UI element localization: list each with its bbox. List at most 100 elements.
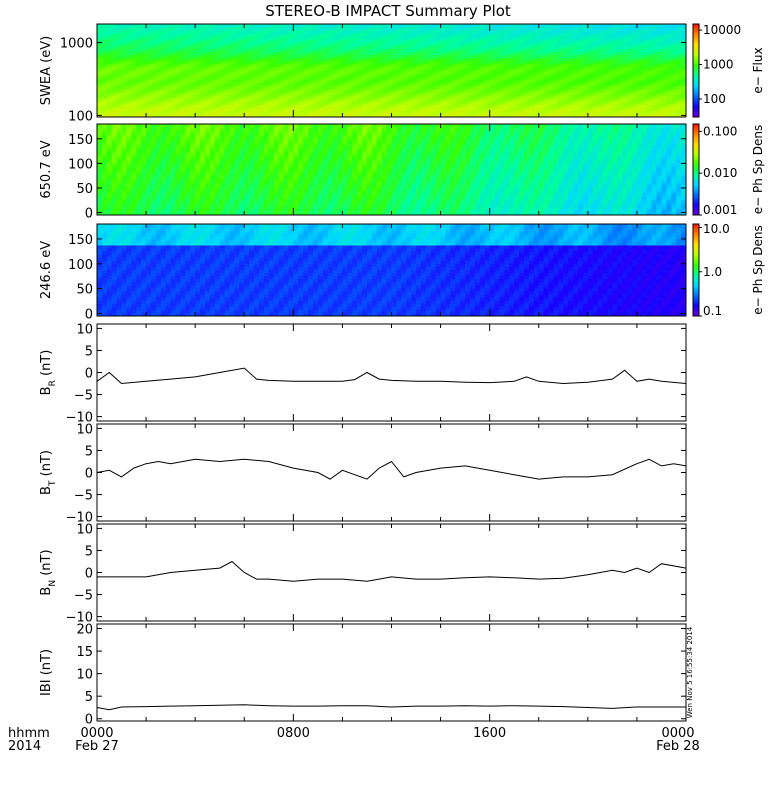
heatmap-cell xyxy=(293,176,298,179)
heatmap-cell xyxy=(455,43,460,47)
heatmap-cell xyxy=(200,52,205,56)
heatmap-cell xyxy=(553,46,558,50)
heatmap-cell xyxy=(558,33,563,37)
heatmap-cell xyxy=(156,86,161,90)
heatmap-cell xyxy=(234,74,239,78)
heatmap-cell xyxy=(288,179,293,182)
heatmap-cell xyxy=(146,89,151,93)
heatmap-cell xyxy=(126,86,131,90)
heatmap-cell xyxy=(583,46,588,50)
heatmap-cell xyxy=(612,30,617,34)
heatmap-cell xyxy=(499,105,504,109)
heatmap-cell xyxy=(225,49,230,53)
heatmap-cell xyxy=(333,30,338,34)
heatmap-cell xyxy=(372,83,377,87)
heatmap-cell xyxy=(465,74,470,78)
heatmap-cell xyxy=(578,24,583,28)
heatmap-cell xyxy=(298,206,303,209)
heatmap-cell xyxy=(190,200,195,203)
heatmap-cell xyxy=(97,157,102,160)
heatmap-cell xyxy=(180,139,185,142)
heatmap-cell xyxy=(274,49,279,53)
heatmap-cell xyxy=(578,83,583,87)
heatmap-cell xyxy=(220,58,225,62)
heatmap-cell xyxy=(612,102,617,106)
heatmap-cell xyxy=(460,80,465,84)
heatmap-cell xyxy=(308,170,313,173)
heatmap-cell xyxy=(671,46,676,50)
heatmap-cell xyxy=(102,95,107,99)
heatmap-cell xyxy=(117,203,122,206)
heatmap-cell xyxy=(666,61,671,64)
heatmap-cell xyxy=(239,173,244,176)
heatmap-cell xyxy=(367,89,372,93)
heatmap-cell xyxy=(298,77,303,81)
heatmap-cell xyxy=(274,160,279,163)
heatmap-cell xyxy=(166,58,171,62)
heatmap-cell xyxy=(279,133,284,136)
heatmap-cell xyxy=(288,139,293,142)
heatmap-cell xyxy=(544,71,549,75)
heatmap-cell xyxy=(445,102,450,106)
heatmap-cell xyxy=(338,80,343,84)
heatmap-cell xyxy=(264,89,269,93)
heatmap-cell xyxy=(185,209,190,212)
heatmap-cell xyxy=(249,61,254,64)
heatmap-cell xyxy=(234,95,239,99)
heatmap-cell xyxy=(499,49,504,53)
heatmap-cell xyxy=(210,71,215,75)
heatmap-cell xyxy=(607,55,612,59)
heatmap-cell xyxy=(303,197,308,200)
heatmap-cell xyxy=(230,185,235,188)
heatmap-cell xyxy=(254,55,259,59)
heatmap-cell xyxy=(239,185,244,188)
heatmap-cell xyxy=(524,46,529,50)
heatmap-cell xyxy=(411,64,416,68)
heatmap-cell xyxy=(244,151,249,154)
heatmap-cell xyxy=(382,49,387,53)
heatmap-cell xyxy=(362,102,367,106)
heatmap-cell xyxy=(298,148,303,151)
heatmap-cell xyxy=(298,102,303,106)
heatmap-cell xyxy=(122,83,127,87)
heatmap-cell xyxy=(607,74,612,78)
heatmap-cell xyxy=(549,86,554,90)
heatmap-cell xyxy=(411,55,416,59)
heatmap-cell xyxy=(112,127,117,130)
heatmap-cell xyxy=(254,203,259,206)
heatmap-cell xyxy=(279,148,284,151)
heatmap-cell xyxy=(387,71,392,75)
heatmap-cell xyxy=(666,27,671,31)
heatmap-cell xyxy=(627,52,632,56)
heatmap-cell xyxy=(313,52,318,56)
heatmap-cell xyxy=(328,61,333,64)
heatmap-cell xyxy=(514,49,519,53)
heatmap-cell xyxy=(308,86,313,90)
heatmap-cell xyxy=(97,200,102,203)
heatmap-cell xyxy=(578,36,583,40)
heatmap-cell xyxy=(244,64,249,68)
heatmap-cell xyxy=(249,145,254,148)
heatmap-cell xyxy=(666,83,671,87)
heatmap-cell xyxy=(642,98,647,102)
heatmap-cell xyxy=(180,173,185,176)
heatmap-cell xyxy=(632,108,637,112)
heatmap-cell xyxy=(185,166,190,169)
heatmap-cell xyxy=(220,24,225,28)
heatmap-cell xyxy=(504,89,509,93)
heatmap-cell xyxy=(220,108,225,112)
heatmap-cell xyxy=(171,136,176,139)
heatmap-cell xyxy=(107,92,112,96)
heatmap-cell xyxy=(455,95,460,99)
heatmap-cell xyxy=(563,24,568,28)
heatmap-cell xyxy=(563,43,568,47)
heatmap-cell xyxy=(141,80,146,84)
heatmap-cell xyxy=(166,182,171,185)
heatmap-cell xyxy=(284,173,289,176)
heatmap-cell xyxy=(342,36,347,40)
heatmap-cell xyxy=(563,64,568,68)
heatmap-cell xyxy=(568,64,573,68)
heatmap-cell xyxy=(126,83,131,87)
heatmap-cell xyxy=(622,55,627,59)
heatmap-cell xyxy=(205,133,210,136)
